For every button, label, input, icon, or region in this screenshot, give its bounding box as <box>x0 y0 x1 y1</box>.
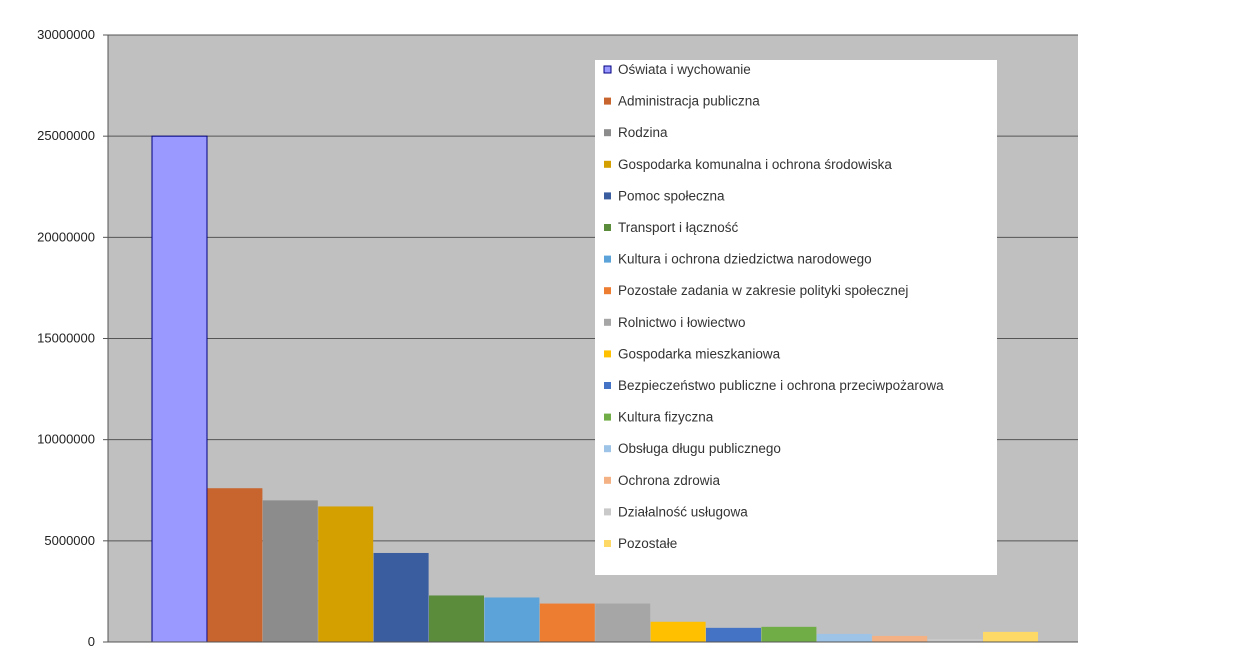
bar <box>650 621 706 642</box>
legend-entry: Rolnictwo i łowiectwo <box>618 315 746 330</box>
bars <box>151 135 1038 643</box>
legend-swatch <box>604 224 611 231</box>
y-tick-label: 30000000 <box>37 27 95 42</box>
bar <box>761 626 817 642</box>
bar <box>207 488 263 642</box>
legend-entry: Ochrona zdrowia <box>618 473 721 488</box>
legend-entry: Obsługa długu publicznego <box>618 441 781 456</box>
y-tick-label: 5000000 <box>44 533 95 548</box>
bar <box>262 500 318 642</box>
legend-swatch <box>604 382 611 389</box>
legend-swatch <box>604 160 611 168</box>
legend-entry: Działalność usługowa <box>618 504 748 519</box>
legend-swatch <box>604 97 611 105</box>
legend-entry: Administracja publiczna <box>618 94 760 109</box>
legend-swatch <box>604 255 611 263</box>
legend-entry: Pozostałe zadania w zakresie polityki sp… <box>618 283 908 298</box>
bar <box>429 595 484 642</box>
legend-swatch <box>604 129 611 137</box>
legend-swatch <box>603 65 612 74</box>
bar <box>983 631 1038 642</box>
y-axis-ticks: 0 5000000 10000000 15000000 20000000 25000000… <box>37 27 108 649</box>
legend-swatch <box>604 508 611 516</box>
bar <box>816 633 872 642</box>
legend-entry: Oświata i wychowanie <box>618 62 751 77</box>
legend-entry: Pozostałe <box>618 536 677 551</box>
legend-entry: Bezpieczeństwo publiczne i ochrona przec… <box>618 378 944 393</box>
bar <box>318 506 374 642</box>
bar <box>373 552 429 642</box>
legend-swatch <box>604 192 611 200</box>
y-tick-label: 0 <box>88 634 95 649</box>
legend-entry: Transport i łączność <box>618 220 739 235</box>
bar <box>539 603 595 642</box>
legend-box <box>595 60 997 575</box>
y-tick-label: 20000000 <box>37 229 95 244</box>
y-tick-label: 10000000 <box>37 432 95 447</box>
legend-swatch <box>604 476 611 484</box>
y-tick-label: 25000000 <box>37 128 95 143</box>
y-tick-label: 15000000 <box>37 331 95 346</box>
legend-swatch <box>604 287 611 295</box>
bar <box>595 603 651 642</box>
legend-entry: Rodzina <box>618 125 668 140</box>
legend-entry: Kultura i ochrona dziedzictwa narodowego <box>618 252 872 267</box>
legend-swatch <box>604 445 611 453</box>
bar <box>872 635 928 642</box>
legend-entry: Kultura fizyczna <box>618 410 714 425</box>
legend-swatch <box>604 318 611 326</box>
legend-entry: Pomoc społeczna <box>618 188 725 203</box>
legend-swatch <box>604 350 611 358</box>
legend-swatch <box>604 413 611 421</box>
bar <box>151 135 208 643</box>
legend: Oświata i wychowanie Administracja public… <box>595 60 997 575</box>
bar <box>484 597 540 642</box>
legend-swatch <box>604 540 611 547</box>
bar <box>927 638 983 642</box>
legend-entry: Gospodarka mieszkaniowa <box>618 346 781 361</box>
bar <box>706 627 761 642</box>
legend-entry: Gospodarka komunalna i ochrona środowisk… <box>618 157 892 172</box>
